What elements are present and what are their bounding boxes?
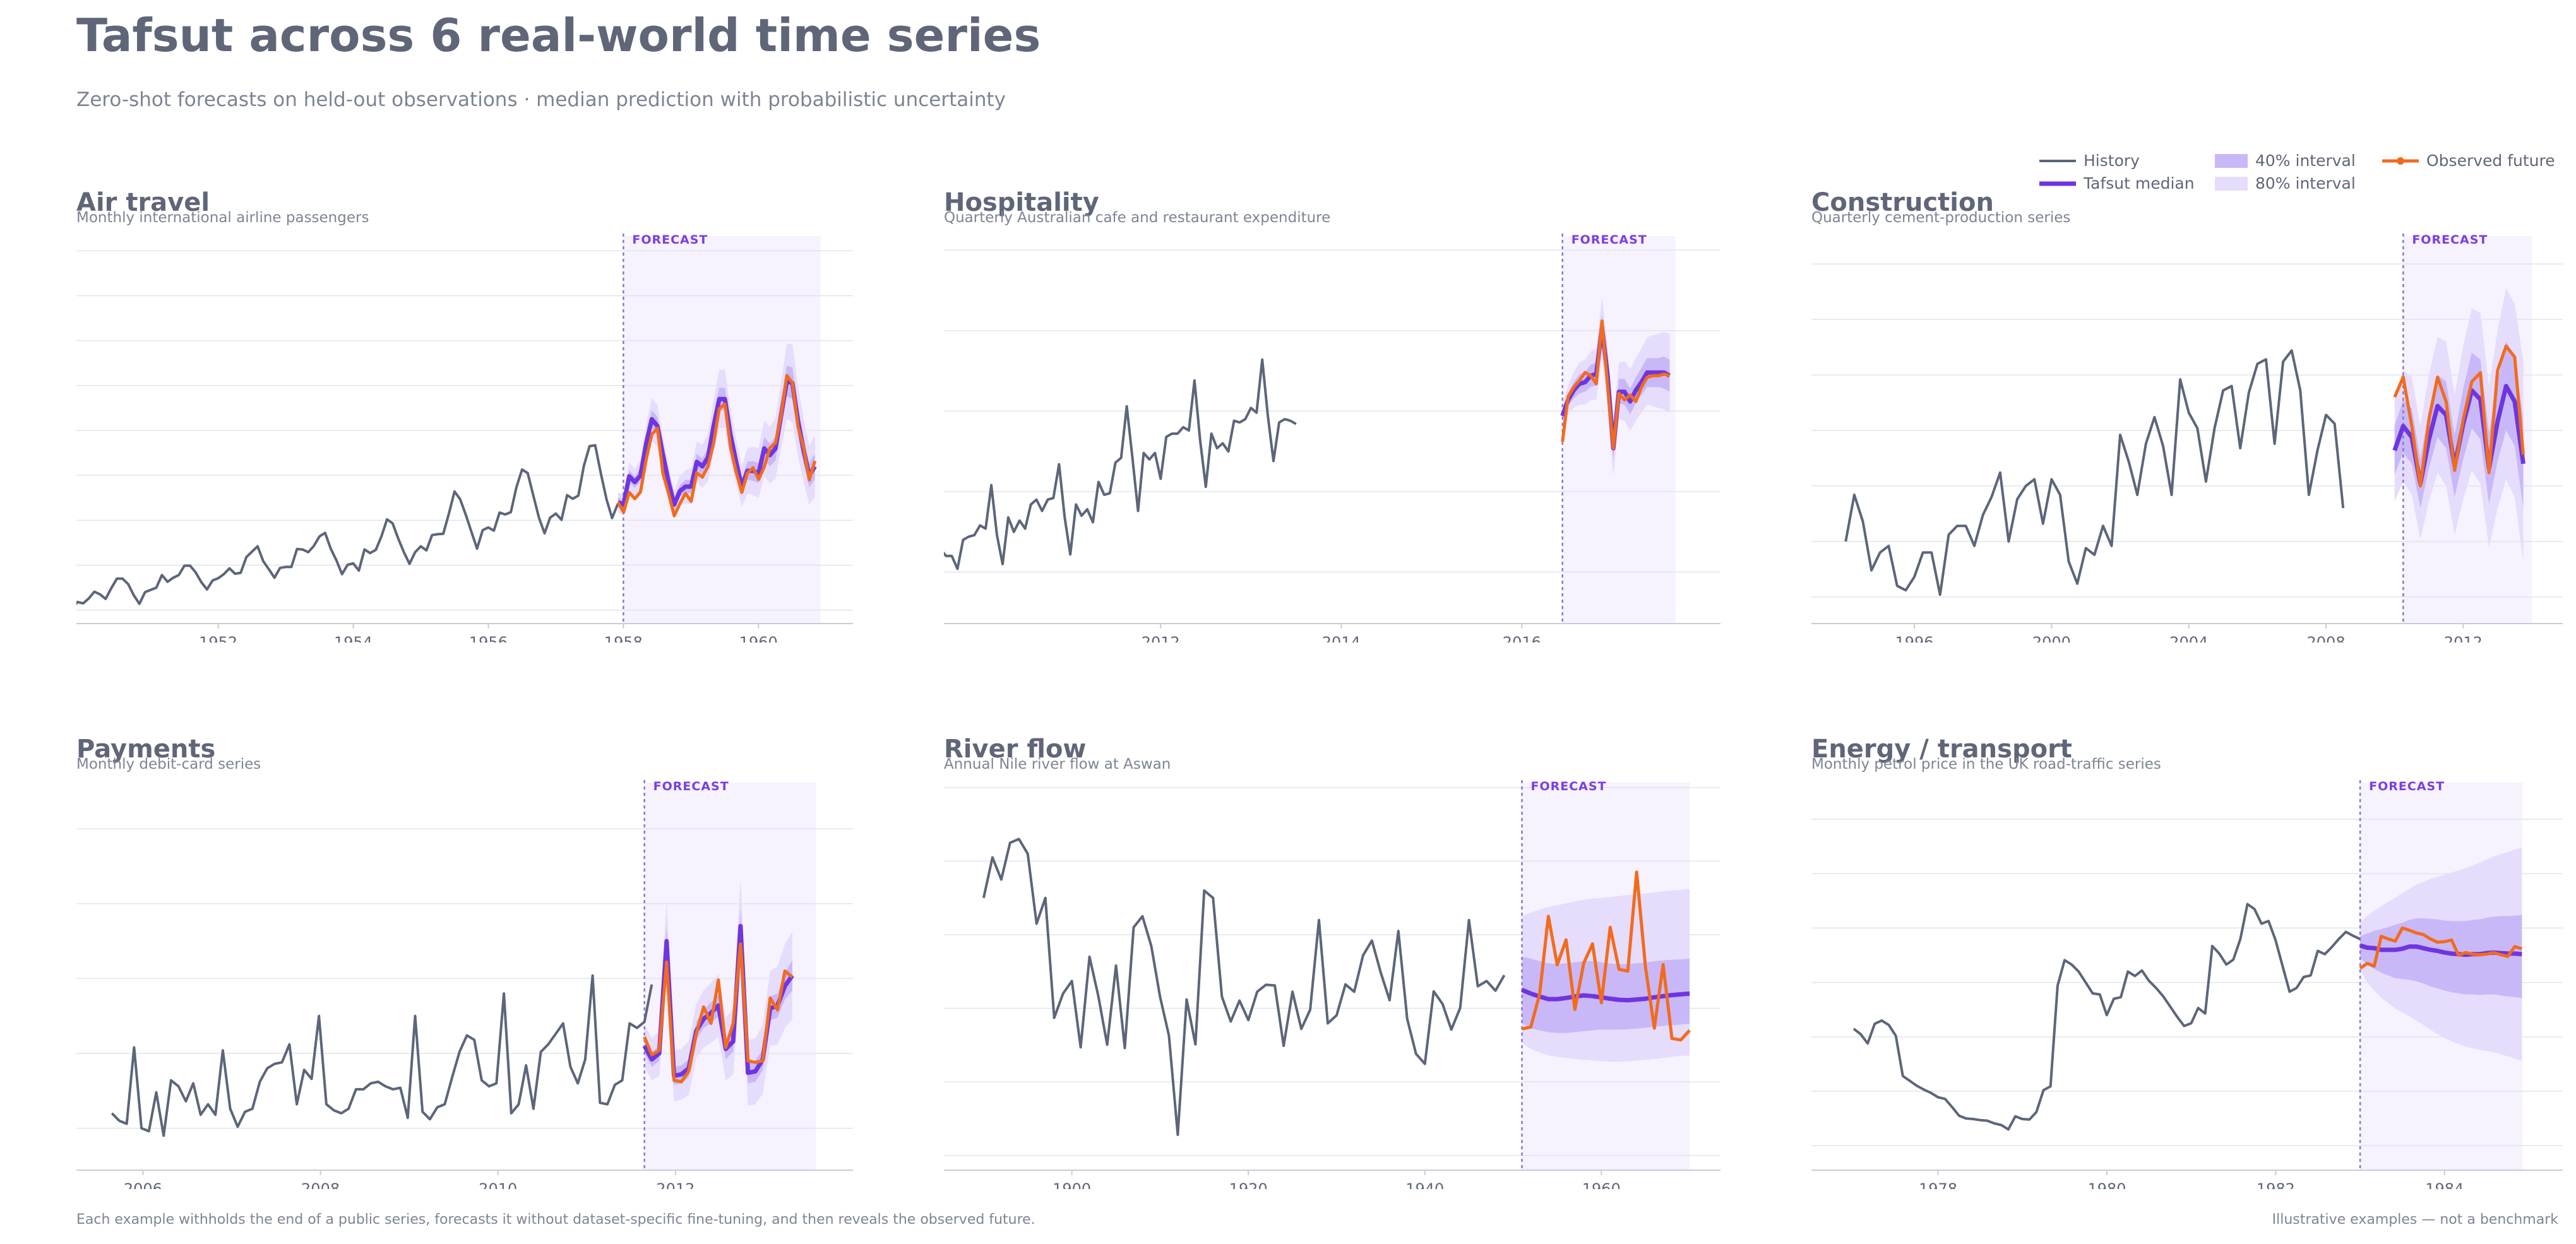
panel-construction: Construction Quarterly cement-production… xyxy=(1811,188,2563,643)
chart-plot-energy-transport: 0.080.090.100.110.120.130.14197819801982… xyxy=(1811,779,2563,1189)
legend-label-median: Tafsut median xyxy=(2084,174,2195,193)
x-tick-label: 1960 xyxy=(739,634,778,643)
x-tick-label: 2016 xyxy=(1503,634,1541,643)
chart-plot-river-flow: 4006008001000120014001900192019401960Flo… xyxy=(944,779,1720,1189)
panel-title: Air travel xyxy=(76,188,210,217)
forecast-label: FORECAST xyxy=(1531,779,1607,793)
forecast-label: FORECAST xyxy=(2369,779,2445,793)
x-tick-label: 1920 xyxy=(1229,1180,1268,1189)
x-tick-label: 1954 xyxy=(334,634,373,643)
legend-swatch-median-icon xyxy=(2039,181,2076,186)
x-tick-label: 2012 xyxy=(656,1180,695,1189)
observed-series-line xyxy=(643,942,794,1084)
legend-item-median: Tafsut median xyxy=(2039,174,2195,193)
x-tick-label: 2008 xyxy=(301,1180,340,1189)
legend-item-history: History xyxy=(2039,151,2140,170)
x-tick-label: 2010 xyxy=(479,1180,517,1189)
legend-swatch-interval40-icon xyxy=(2215,153,2248,168)
observed-series-line xyxy=(2393,344,2525,488)
footer-note: Each example withholds the end of a publ… xyxy=(76,1212,1035,1228)
x-tick-label: 2008 xyxy=(2307,634,2346,643)
x-tick-label: 2012 xyxy=(2444,634,2483,643)
panel-title: Hospitality xyxy=(944,188,1099,217)
observed-series-line xyxy=(2359,926,2523,970)
panel-hospitality: Hospitality Quarterly Australian cafe an… xyxy=(944,188,1720,643)
history-series-line xyxy=(944,358,1297,571)
x-tick-label: 1982 xyxy=(2257,1180,2295,1189)
interval-40-band xyxy=(2360,915,2522,998)
x-tick-label: 1940 xyxy=(1405,1180,1444,1189)
x-tick-label: 1900 xyxy=(1052,1180,1091,1189)
panel-title: Payments xyxy=(76,735,216,764)
observed-series-line xyxy=(1561,319,1671,450)
x-tick-label: 2004 xyxy=(2169,634,2208,643)
x-tick-label: 1984 xyxy=(2425,1180,2464,1189)
panel-subtitle: Monthly debit-card series xyxy=(76,756,261,773)
history-series-line xyxy=(1852,903,2361,1131)
forecast-label: FORECAST xyxy=(653,779,729,793)
legend-label-history: History xyxy=(2084,151,2140,170)
legend-item-observed: Observed future xyxy=(2382,151,2555,170)
history-series-line xyxy=(76,444,619,605)
forecast-label: FORECAST xyxy=(1571,233,1647,247)
panel-subtitle: Monthly international airline passengers xyxy=(76,210,369,226)
footer-disclaimer: Illustrative examples — not a benchmark xyxy=(2272,1212,2558,1228)
legend-label-observed: Observed future xyxy=(2426,151,2555,170)
x-tick-label: 1952 xyxy=(199,634,237,643)
legend-item-interval40: 40% interval xyxy=(2215,151,2356,170)
panel-title: River flow xyxy=(944,735,1087,764)
panel-subtitle: Monthly petrol price in the UK road-traf… xyxy=(1811,756,2161,773)
chart-plot-hospitality: 2.533.544.5201220142016ExpenditureFORECA… xyxy=(944,233,1720,643)
x-tick-label: 1996 xyxy=(1895,634,1933,643)
median-series-line xyxy=(1521,988,1690,1003)
x-tick-label: 1960 xyxy=(1582,1180,1621,1189)
forecast-label: FORECAST xyxy=(2412,233,2488,247)
page-subtitle: Zero-shot forecasts on held-out observat… xyxy=(76,88,1006,111)
panel-energy-transport: Energy / transport Monthly petrol price … xyxy=(1811,735,2563,1189)
legend-swatch-interval80-icon xyxy=(2215,176,2248,191)
forecast-region xyxy=(1562,236,1676,624)
observed-series-line xyxy=(1521,870,1691,1042)
chart-plot-air-travel: 1002003004005006007008009001952195419561… xyxy=(76,233,853,643)
panel-payments: Payments Monthly debit-card series 15202… xyxy=(76,735,853,1189)
panel-subtitle: Annual Nile river flow at Aswan xyxy=(944,756,1171,773)
x-tick-label: 1980 xyxy=(2087,1180,2126,1189)
panel-title: Energy / transport xyxy=(1811,735,2072,764)
history-series-line xyxy=(982,838,1506,1136)
chart-plot-construction: 1.51.7522.252.52.75319962000200420082012… xyxy=(1811,233,2563,643)
legend-label-interval80: 80% interval xyxy=(2255,174,2356,193)
chart-plot-payments: 15202530352006200820102012TransactionsFO… xyxy=(76,779,853,1189)
x-tick-label: 2012 xyxy=(1142,634,1180,643)
legend-label-interval40: 40% interval xyxy=(2255,151,2356,170)
x-tick-label: 1978 xyxy=(1919,1180,1957,1189)
x-tick-label: 2000 xyxy=(2032,634,2071,643)
legend-swatch-observed-icon xyxy=(2382,157,2419,165)
x-tick-label: 2014 xyxy=(1322,634,1361,643)
x-tick-label: 1958 xyxy=(604,634,643,643)
legend-swatch-history-icon xyxy=(2039,159,2076,162)
history-series-line xyxy=(110,974,653,1137)
observed-series-line xyxy=(616,374,817,518)
x-tick-label: 2006 xyxy=(124,1180,162,1189)
interval-40-band xyxy=(644,909,792,1085)
panel-river-flow: River flow Annual Nile river flow at Asw… xyxy=(944,735,1720,1189)
legend-item-interval80: 80% interval xyxy=(2215,174,2356,193)
x-tick-label: 1956 xyxy=(469,634,508,643)
page-title: Tafsut across 6 real-world time series xyxy=(76,9,1041,62)
chart-legend: History Tafsut median 40% interval 80% i… xyxy=(2039,151,2557,196)
forecast-label: FORECAST xyxy=(632,233,708,247)
panel-subtitle: Quarterly Australian cafe and restaurant… xyxy=(944,210,1331,226)
panel-title: Construction xyxy=(1811,188,1994,217)
panel-subtitle: Quarterly cement-production series xyxy=(1811,210,2071,226)
history-series-line xyxy=(1844,349,2345,596)
panel-air-travel: Air travel Monthly international airline… xyxy=(76,188,853,643)
